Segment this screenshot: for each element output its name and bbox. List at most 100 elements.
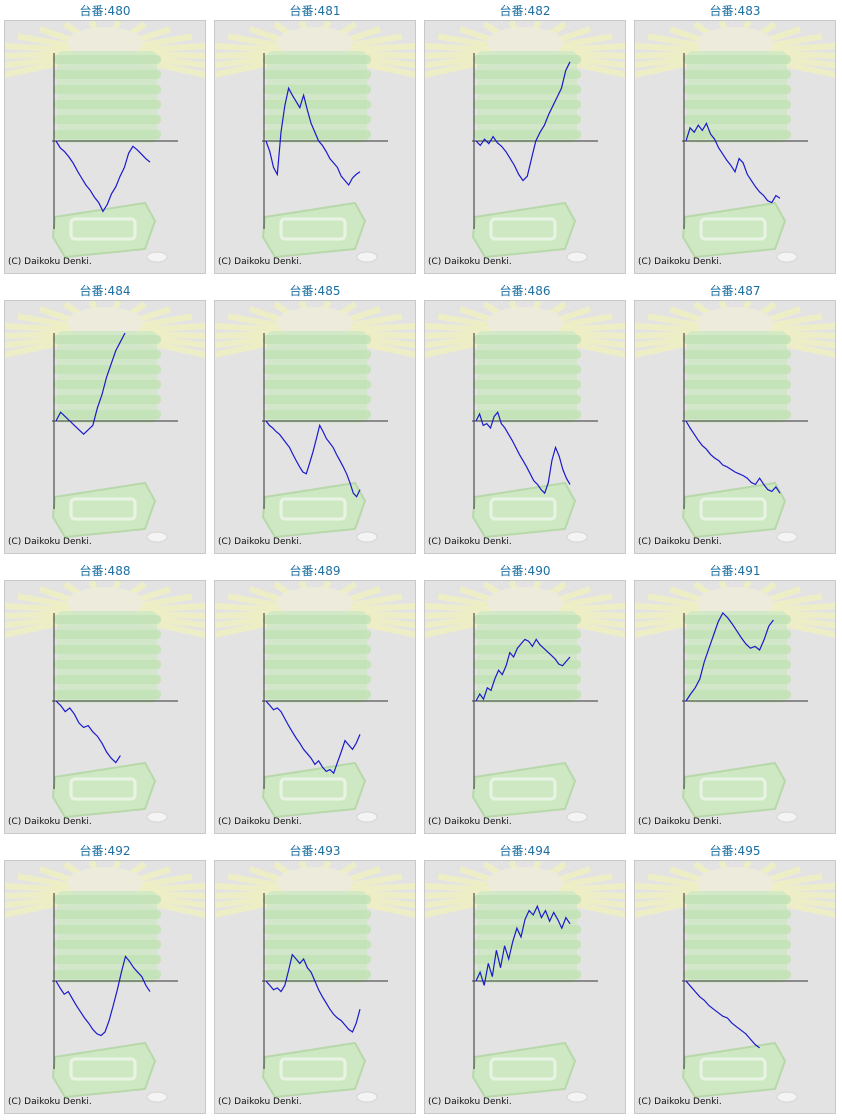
chart-svg <box>635 861 835 1113</box>
chart-title: 台番:480 <box>79 4 131 18</box>
copyright-text: (C) Daikoku Denki. <box>638 1097 722 1107</box>
chart-svg <box>5 581 205 833</box>
series-line <box>265 700 361 775</box>
series-line <box>55 140 151 213</box>
copyright-text: (C) Daikoku Denki. <box>638 817 722 827</box>
chart-svg <box>425 581 625 833</box>
series-line <box>55 332 126 436</box>
background-artwork <box>5 301 205 553</box>
chart-title: 台番:484 <box>79 284 131 298</box>
background-artwork <box>425 581 625 833</box>
chart-svg <box>425 301 625 553</box>
background-artwork <box>425 21 625 273</box>
chart-cell: 台番:485 (C) Daikoku Denki. <box>214 280 416 556</box>
chart-cell: 台番:480 (C) Daikoku Denki. <box>4 0 206 276</box>
chart-frame: (C) Daikoku Denki. <box>424 860 626 1114</box>
background-artwork <box>425 861 625 1113</box>
series-line <box>475 904 571 986</box>
chart-svg <box>635 21 835 273</box>
series-line <box>265 420 361 498</box>
series-line <box>475 61 571 182</box>
chart-frame: (C) Daikoku Denki. <box>424 580 626 834</box>
series-line <box>685 420 781 494</box>
copyright-text: (C) Daikoku Denki. <box>8 1097 92 1107</box>
chart-svg <box>425 21 625 273</box>
series-line <box>685 122 781 204</box>
chart-svg <box>5 861 205 1113</box>
chart-svg <box>215 301 415 553</box>
chart-frame: (C) Daikoku Denki. <box>634 860 836 1114</box>
background-artwork <box>5 21 205 273</box>
chart-frame: (C) Daikoku Denki. <box>424 20 626 274</box>
chart-frame: (C) Daikoku Denki. <box>634 300 836 554</box>
chart-cell: 台番:482 (C) Daikoku Denki. <box>424 0 626 276</box>
chart-svg <box>215 581 415 833</box>
series-line <box>265 953 361 1033</box>
series-line <box>475 638 571 702</box>
chart-title: 台番:493 <box>289 844 341 858</box>
copyright-text: (C) Daikoku Denki. <box>8 537 92 547</box>
copyright-text: (C) Daikoku Denki. <box>8 257 92 267</box>
chart-svg <box>425 861 625 1113</box>
series-line <box>265 86 361 187</box>
chart-cell: 台番:486 (C) Daikoku Denki. <box>424 280 626 556</box>
copyright-text: (C) Daikoku Denki. <box>218 1097 302 1107</box>
series-line <box>55 955 151 1037</box>
chart-cell: 台番:481 (C) Daikoku Denki. <box>214 0 416 276</box>
chart-title: 台番:483 <box>709 4 761 18</box>
chart-frame: (C) Daikoku Denki. <box>4 580 206 834</box>
background-artwork <box>635 301 835 553</box>
chart-svg <box>635 301 835 553</box>
chart-frame: (C) Daikoku Denki. <box>214 580 416 834</box>
chart-title: 台番:487 <box>709 284 761 298</box>
background-artwork <box>425 301 625 553</box>
chart-svg <box>5 21 205 273</box>
chart-frame: (C) Daikoku Denki. <box>4 300 206 554</box>
chart-title: 台番:482 <box>499 4 551 18</box>
background-artwork <box>215 861 415 1113</box>
background-artwork <box>215 21 415 273</box>
chart-title: 台番:494 <box>499 844 551 858</box>
copyright-text: (C) Daikoku Denki. <box>428 817 512 827</box>
chart-title: 台番:488 <box>79 564 131 578</box>
series-line <box>55 700 121 764</box>
background-artwork <box>5 861 205 1113</box>
chart-title: 台番:481 <box>289 4 341 18</box>
chart-frame: (C) Daikoku Denki. <box>634 20 836 274</box>
chart-frame: (C) Daikoku Denki. <box>4 860 206 1114</box>
chart-frame: (C) Daikoku Denki. <box>214 860 416 1114</box>
background-artwork <box>635 21 835 273</box>
chart-title: 台番:492 <box>79 844 131 858</box>
copyright-text: (C) Daikoku Denki. <box>428 1097 512 1107</box>
series-line <box>475 410 571 495</box>
series-line <box>685 612 774 702</box>
chart-title: 台番:491 <box>709 564 761 578</box>
chart-cell: 台番:494 (C) Daikoku Denki. <box>424 840 626 1116</box>
chart-frame: (C) Daikoku Denki. <box>4 20 206 274</box>
chart-cell: 台番:487 (C) Daikoku Denki. <box>634 280 836 556</box>
chart-cell: 台番:483 (C) Daikoku Denki. <box>634 0 836 276</box>
background-artwork <box>635 861 835 1113</box>
chart-svg <box>635 581 835 833</box>
chart-svg <box>5 301 205 553</box>
chart-svg <box>215 21 415 273</box>
chart-title: 台番:486 <box>499 284 551 298</box>
chart-cell: 台番:490 (C) Daikoku Denki. <box>424 560 626 836</box>
chart-cell: 台番:489 (C) Daikoku Denki. <box>214 560 416 836</box>
chart-title: 台番:490 <box>499 564 551 578</box>
copyright-text: (C) Daikoku Denki. <box>638 537 722 547</box>
copyright-text: (C) Daikoku Denki. <box>218 257 302 267</box>
chart-title: 台番:495 <box>709 844 761 858</box>
series-line <box>685 980 760 1049</box>
copyright-text: (C) Daikoku Denki. <box>218 817 302 827</box>
chart-frame: (C) Daikoku Denki. <box>634 580 836 834</box>
chart-title: 台番:485 <box>289 284 341 298</box>
chart-cell: 台番:495 (C) Daikoku Denki. <box>634 840 836 1116</box>
copyright-text: (C) Daikoku Denki. <box>8 817 92 827</box>
chart-cell: 台番:484 (C) Daikoku Denki. <box>4 280 206 556</box>
background-artwork <box>5 581 205 833</box>
copyright-text: (C) Daikoku Denki. <box>218 537 302 547</box>
chart-cell: 台番:488 (C) Daikoku Denki. <box>4 560 206 836</box>
chart-cell: 台番:491 (C) Daikoku Denki. <box>634 560 836 836</box>
